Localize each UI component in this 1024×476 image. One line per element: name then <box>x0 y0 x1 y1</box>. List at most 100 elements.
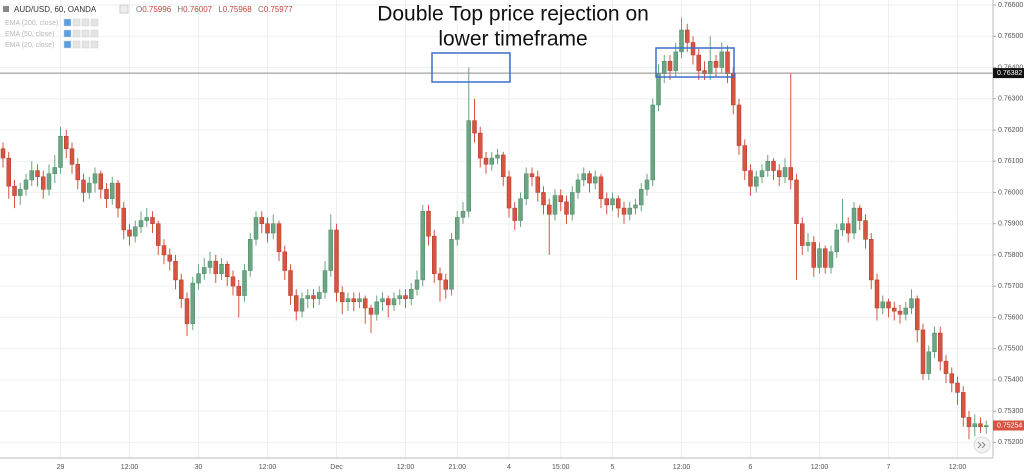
readout-label: C <box>258 5 264 14</box>
readout-value: 0.76007 <box>183 5 212 14</box>
y-tick-label: 0.76300 <box>998 96 1023 103</box>
candle-body <box>846 223 851 234</box>
candle-body <box>150 217 155 224</box>
ohlc-readout: O0.75996 H0.76007 L0.75968 C0.75977 <box>136 5 293 14</box>
candle-body <box>380 298 385 303</box>
candle-body <box>909 298 914 309</box>
candle-body <box>236 285 241 296</box>
candle-body <box>529 173 535 178</box>
candle-body <box>736 104 742 146</box>
candle-body <box>69 148 75 165</box>
candle-body <box>742 145 747 171</box>
candle-body <box>552 195 558 215</box>
candle-body <box>213 260 218 274</box>
candle-body <box>926 351 931 374</box>
x-tick-label: 29 <box>57 464 65 471</box>
x-tick-label: 6 <box>749 464 753 471</box>
candle-body <box>949 373 954 384</box>
x-tick-label: 30 <box>195 464 203 471</box>
candle-body <box>823 248 828 268</box>
candle-body <box>357 298 362 303</box>
candle-body <box>207 260 213 268</box>
candle-body <box>506 176 512 209</box>
candle-body <box>978 423 983 428</box>
candle-body <box>391 298 397 306</box>
candle-body <box>409 289 414 299</box>
candle-body <box>23 179 29 190</box>
candle-body <box>897 310 903 315</box>
candle-body <box>98 173 103 190</box>
last-price-tag <box>993 420 1024 431</box>
candle-body <box>322 270 328 293</box>
candle-body <box>650 104 655 181</box>
x-tick-label: 15:00 <box>552 464 570 471</box>
candle-body <box>616 198 621 209</box>
indicator: EMA (200, close) <box>5 20 58 27</box>
x-tick-label: 4 <box>507 464 511 471</box>
candle-body <box>512 207 517 221</box>
candle-body <box>121 207 126 231</box>
candle-body <box>570 192 575 215</box>
scroll-button[interactable] <box>973 436 991 454</box>
candle-body <box>437 273 443 281</box>
candle-body <box>731 73 736 106</box>
candle-body <box>759 170 765 178</box>
x-tick-label: 12:00 <box>811 464 829 471</box>
candle-body <box>955 382 960 393</box>
candle-body <box>110 182 115 199</box>
candle-body <box>253 217 259 240</box>
candle-body <box>932 332 937 353</box>
readout-value: 0.75977 <box>264 5 293 14</box>
indicator-icons <box>63 18 99 49</box>
x-tick-label: 12:00 <box>949 464 967 471</box>
y-tick-label: 0.75800 <box>998 252 1023 259</box>
x-tick-label: 7 <box>887 464 891 471</box>
candle-body <box>805 242 811 246</box>
candle-body <box>851 207 857 234</box>
candle-body <box>35 170 40 178</box>
candle-body <box>478 132 483 159</box>
readout-label: L <box>218 5 223 14</box>
candle-body <box>639 189 644 206</box>
y-tick-label: 0.75500 <box>998 345 1023 352</box>
candle-body <box>489 157 494 165</box>
candle-body <box>524 173 529 199</box>
candle-body <box>535 176 540 193</box>
candle-body <box>915 298 920 331</box>
candle-body <box>334 229 339 293</box>
candle-body <box>483 157 489 165</box>
candle-body <box>696 54 701 71</box>
candle-body <box>903 307 908 315</box>
candle-body <box>305 295 310 299</box>
candle-body <box>518 198 523 221</box>
candle-body <box>460 210 466 218</box>
y-tick-label: 0.76200 <box>998 127 1023 134</box>
candle-body <box>679 29 684 53</box>
x-tick-label: 21:00 <box>448 464 466 471</box>
candle-body <box>472 120 477 134</box>
candle-body <box>156 223 161 246</box>
candle-body <box>294 295 299 312</box>
axes: 0.76600 0.76500 0.76400 0.76300 0.76200 0.761… <box>57 2 1024 471</box>
candle-body <box>92 173 98 184</box>
candle-body <box>328 229 333 271</box>
candle-body <box>874 279 880 309</box>
candle-body <box>633 204 638 209</box>
candle-body <box>271 223 276 234</box>
candle-body <box>133 226 138 237</box>
candle-body <box>817 248 822 268</box>
candle-body <box>386 298 391 306</box>
candle-body <box>161 245 167 256</box>
candle-body <box>644 179 650 190</box>
candle-body <box>920 329 926 374</box>
x-tick-label: 5 <box>611 464 615 471</box>
candle-body <box>564 201 569 215</box>
readout-label: O <box>136 5 142 14</box>
candle-body <box>708 60 713 74</box>
candle-body <box>374 301 379 315</box>
candle-body <box>6 157 11 187</box>
candle-body <box>311 295 316 299</box>
x-tick-label: 12:00 <box>259 464 277 471</box>
candle-body <box>713 60 719 68</box>
